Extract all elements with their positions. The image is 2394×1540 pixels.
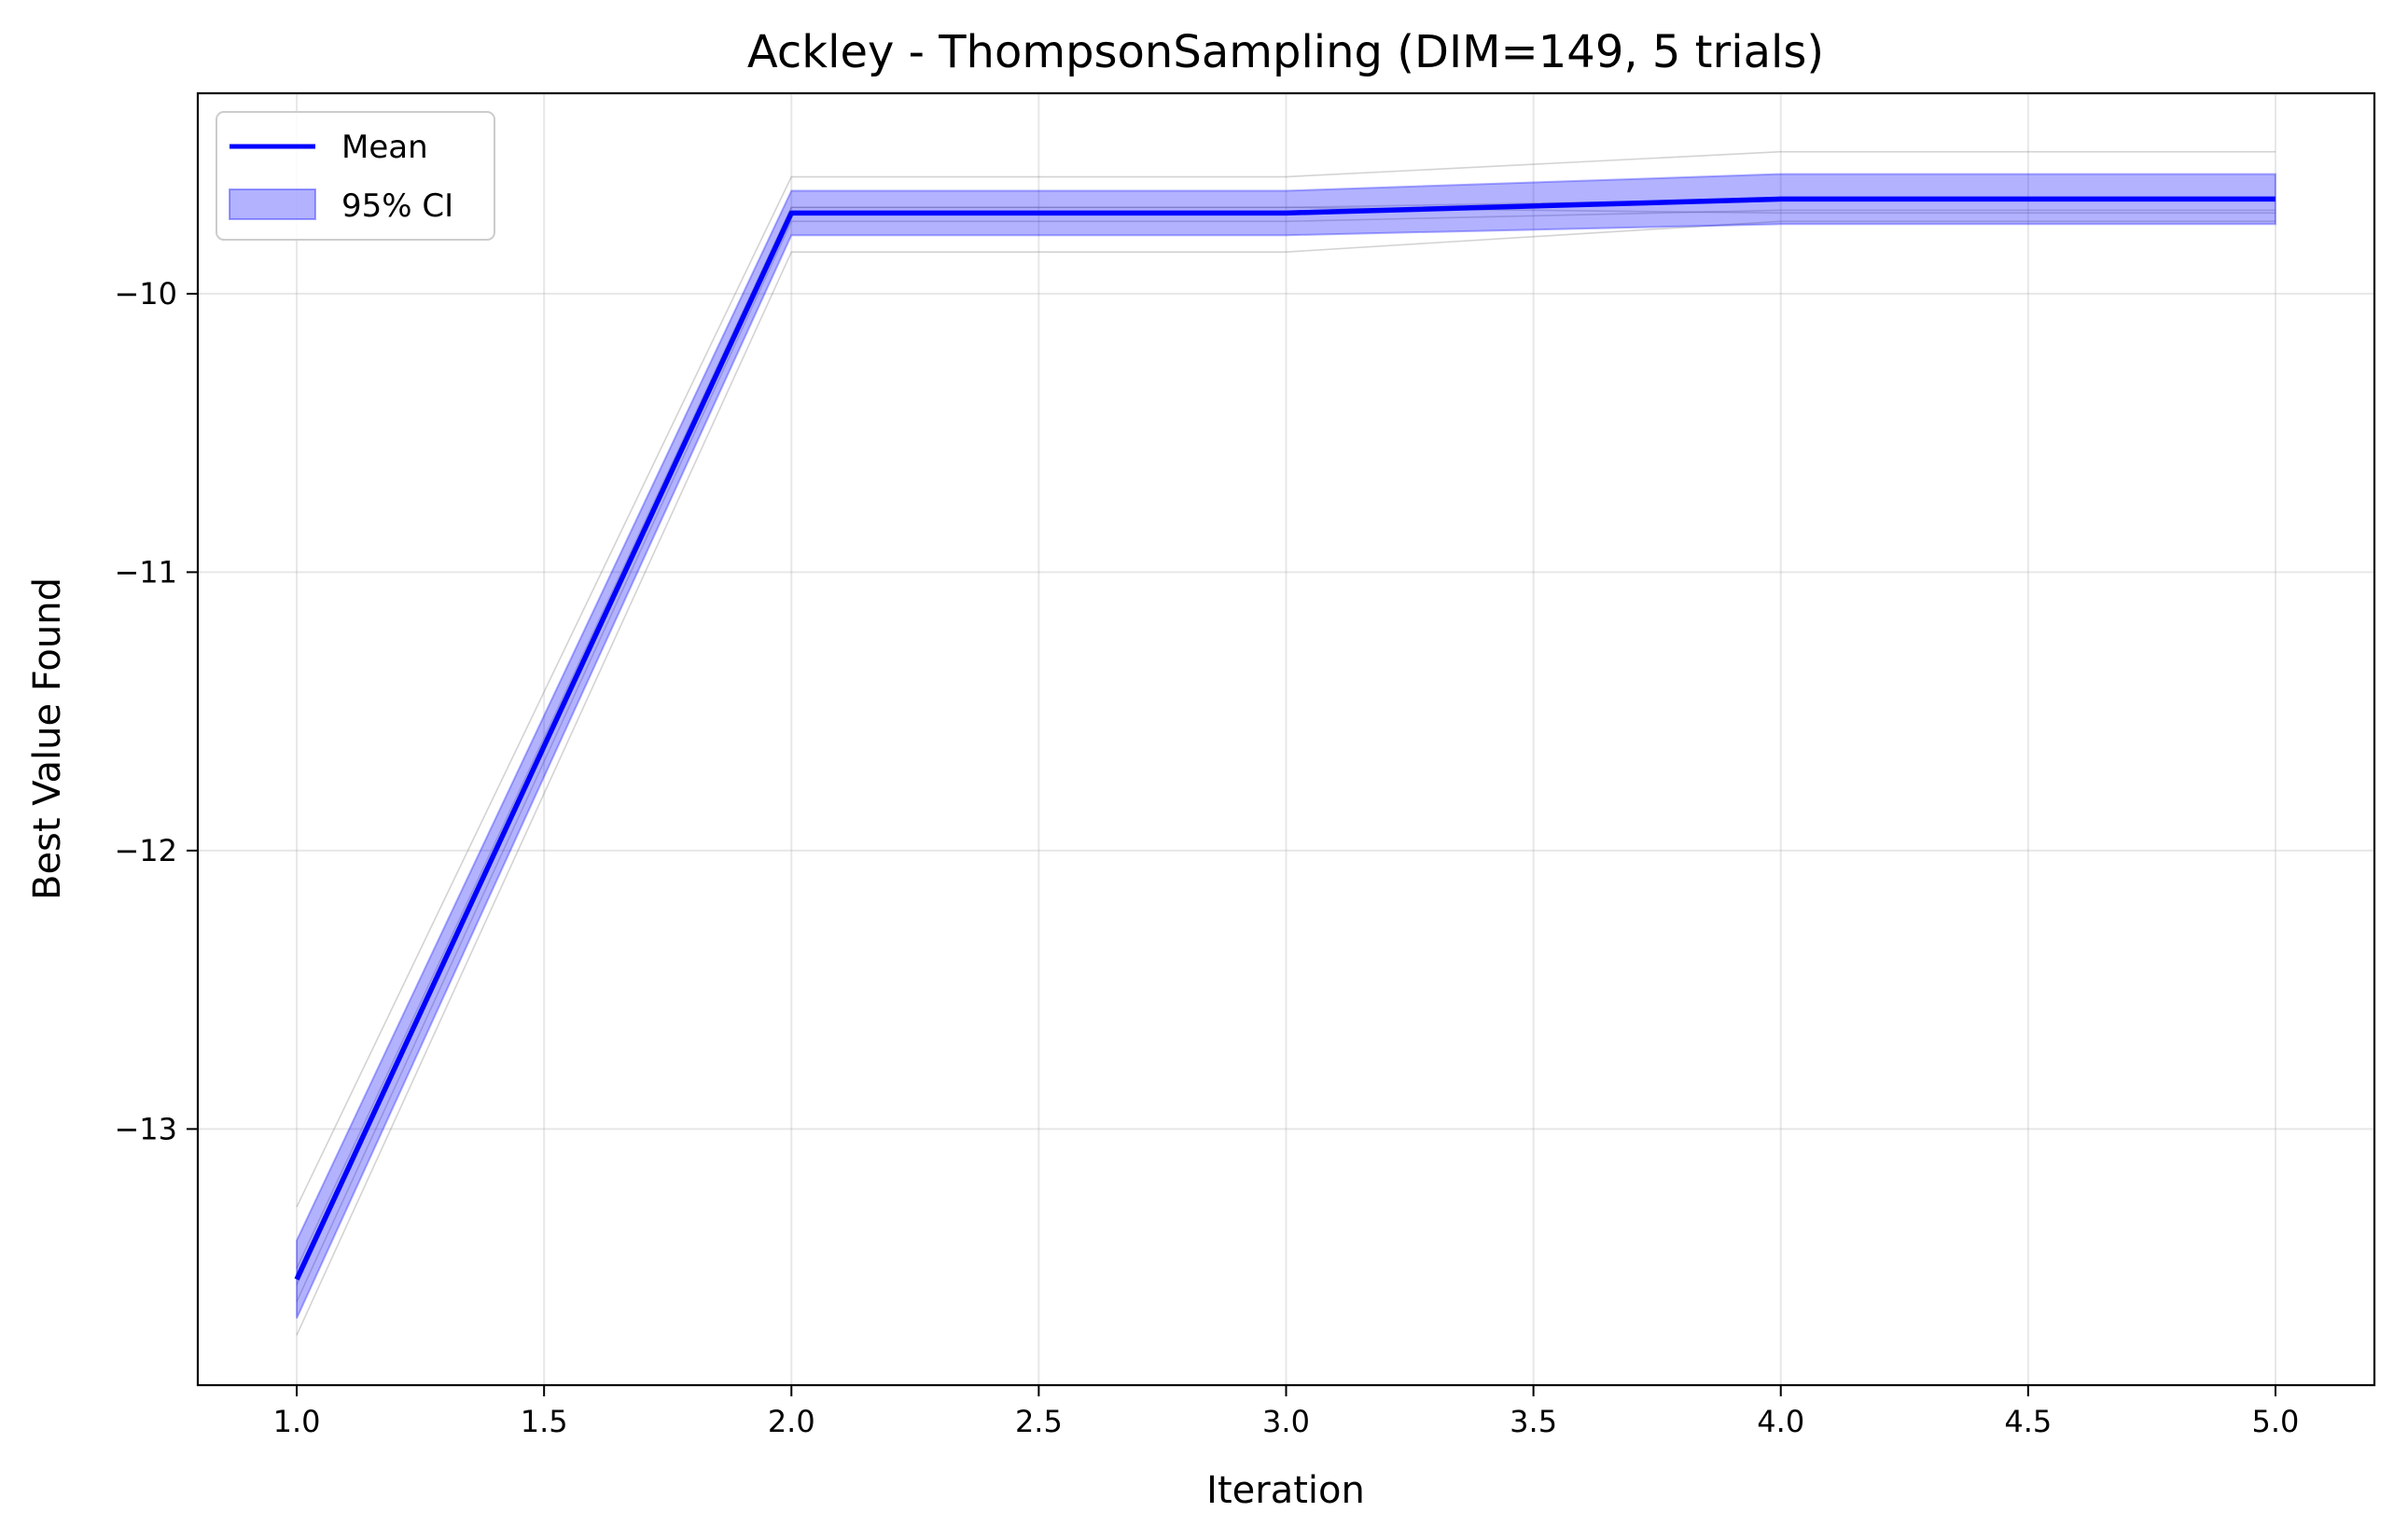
ci-band-group [296,173,2276,1319]
chart-title: Ackley - ThompsonSampling (DIM=149, 5 tr… [747,26,1824,78]
trial-line [296,209,2276,1302]
x-tick-label: 5.0 [2252,1404,2300,1439]
x-tick-label: 3.0 [1262,1404,1310,1439]
y-tick-label: −11 [114,554,177,590]
grid [198,93,2374,1385]
x-tick-label: 4.0 [1757,1404,1804,1439]
y-axis-label: Best Value Found [26,577,69,900]
x-tick-label: 3.5 [1510,1404,1557,1439]
trial-line [296,220,2276,1336]
y-axis-ticks: −13 −12 −11 −10 [114,276,198,1146]
legend-box [216,111,495,241]
y-tick-label: −13 [114,1111,177,1146]
legend-mean-label: Mean [341,129,428,166]
x-tick-label: 1.0 [273,1404,321,1439]
legend-ci-label: 95% CI [341,187,453,225]
y-tick-label: −10 [114,276,177,312]
x-tick-label: 4.5 [2004,1404,2052,1439]
x-tick-label: 1.5 [521,1404,568,1439]
x-tick-label: 2.0 [768,1404,815,1439]
x-axis-label: Iteration [1206,1469,1365,1512]
x-axis-ticks: 1.0 1.5 2.0 2.5 3.0 3.5 4.0 4.5 5.0 [273,1385,2300,1439]
legend: Mean 95% CI [216,111,495,241]
trial-line [296,150,2276,1208]
ci-band [296,173,2276,1319]
y-tick-label: −12 [114,833,177,868]
x-tick-label: 2.5 [1015,1404,1063,1439]
legend-ci-swatch [229,188,316,220]
series-lines [294,196,2276,1281]
